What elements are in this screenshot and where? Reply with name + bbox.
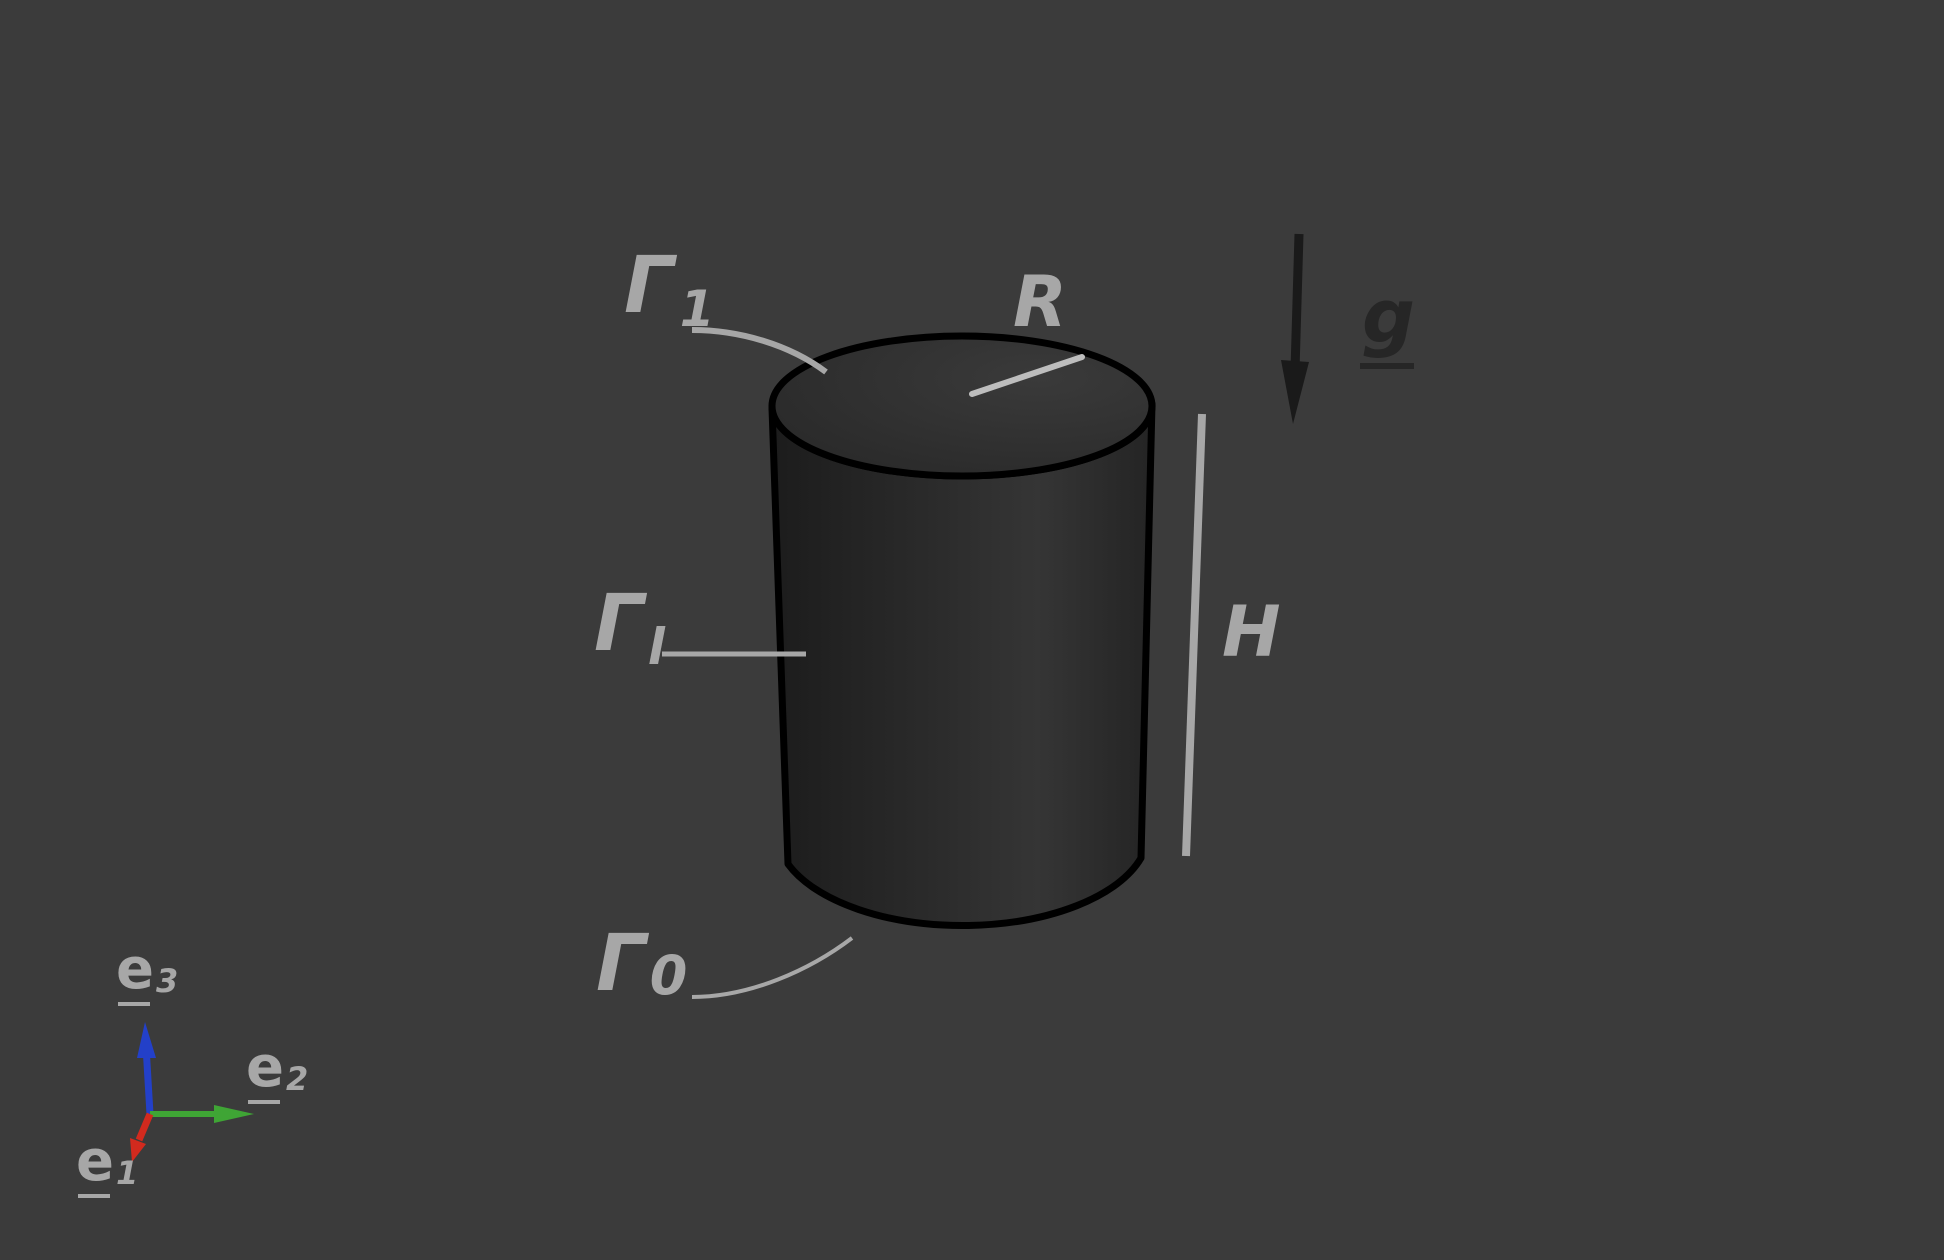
- e2-label: e2: [246, 1035, 308, 1100]
- axes-triad: [130, 1022, 254, 1162]
- e2-arrowhead: [214, 1105, 254, 1123]
- e3-label: e3: [116, 937, 178, 1002]
- e3-arrowhead: [137, 1022, 156, 1058]
- cylinder: [768, 332, 1156, 930]
- height-line: [1182, 413, 1206, 857]
- gamma-top-leader: [691, 327, 828, 375]
- e1-arrowhead: [130, 1138, 146, 1162]
- radius-line: [969, 354, 1085, 397]
- radius-label: R: [1013, 261, 1067, 343]
- gamma-bottom-leader: [691, 936, 854, 999]
- gamma-lateral-label: Γl: [594, 579, 666, 676]
- cylinder-top-face: [768, 332, 1156, 480]
- cylinder-side: [768, 400, 1156, 930]
- gamma-bottom-label: Γ0: [596, 919, 687, 1009]
- e1-axis: [135, 1112, 154, 1142]
- gravity-label: g: [1362, 274, 1415, 360]
- height-label: H: [1222, 591, 1281, 673]
- e1-label: e1: [76, 1129, 138, 1194]
- gravity-arrow: [1281, 233, 1309, 424]
